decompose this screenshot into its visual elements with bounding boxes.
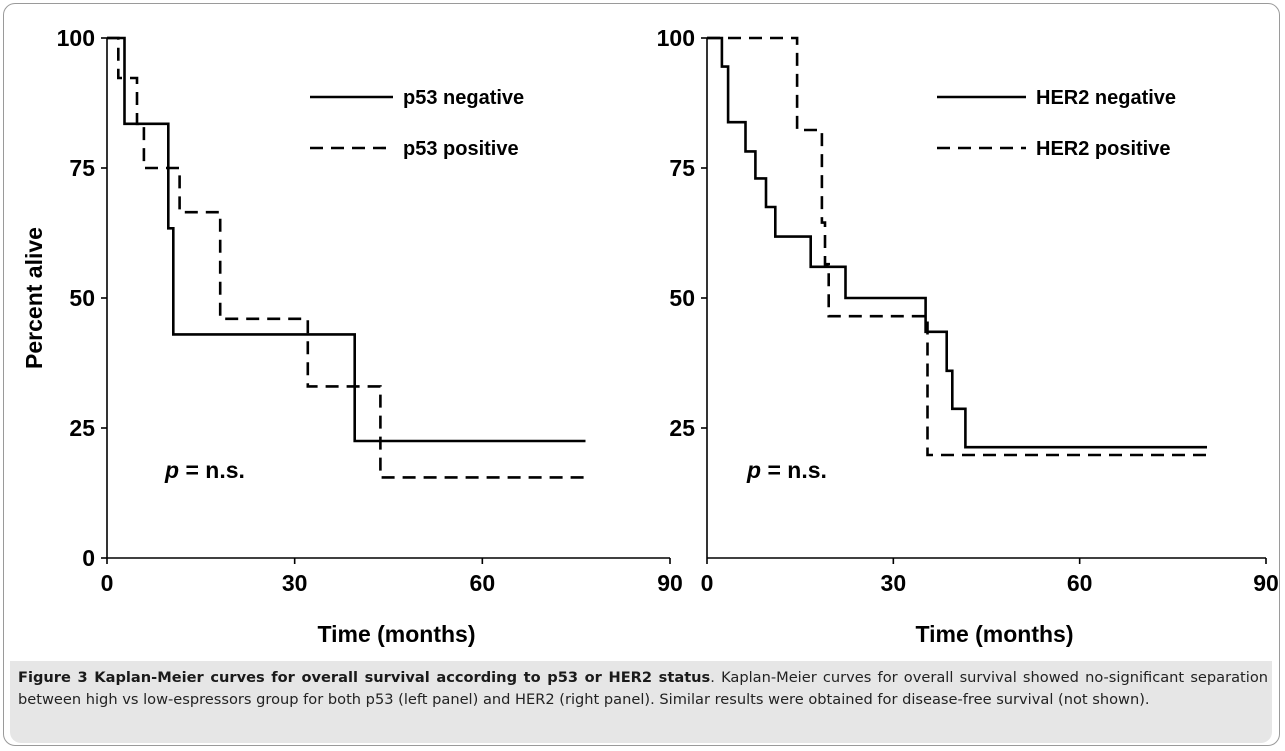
series-line-her2-negative [707, 36, 1207, 449]
y-tick-label: 75 [69, 155, 95, 181]
figure-svg: 0 25 50 75 100 0 30 60 90 Time (months) Percent al… [21, 25, 1279, 647]
caption-body: . Kaplan-Meier curves for overall surviv… [18, 669, 1269, 708]
figure-caption: Figure 3 Kaplan-Meier curves for overall… [18, 667, 1268, 711]
legend-label: p53 negative [403, 87, 524, 109]
caption-title: Figure 3 Kaplan-Meier curves for overall… [18, 669, 711, 686]
p-value-annotation: p = n.s. [746, 457, 827, 483]
x-tick-label: 30 [282, 570, 308, 596]
series-line-p53-negative [107, 36, 586, 443]
x-tick-label: 30 [881, 570, 907, 596]
y-tick-label: 75 [669, 155, 695, 181]
x-axis-title: Time (months) [915, 621, 1073, 647]
x-tick-label: 60 [470, 570, 496, 596]
right-panel: 25 50 75 100 0 30 60 90 Time (months) HER2 negati… [657, 25, 1279, 647]
y-tick-label: 25 [669, 415, 695, 441]
y-tick-label: 50 [669, 285, 695, 311]
y-tick-label: 50 [69, 285, 95, 311]
legend-label: HER2 negative [1036, 87, 1176, 109]
x-tick-label: 0 [701, 570, 714, 596]
p-value-annotation: p = n.s. [164, 457, 245, 483]
y-axis-title: Percent alive [21, 227, 47, 369]
x-tick-label: 0 [101, 570, 114, 596]
x-tick-label: 60 [1067, 570, 1093, 596]
x-axis-title: Time (months) [317, 621, 475, 647]
legend-label: HER2 positive [1036, 138, 1170, 160]
left-panel: 0 25 50 75 100 0 30 60 90 Time (months) Percent al… [21, 25, 683, 647]
x-tick-label: 90 [1253, 570, 1279, 596]
caption-box: Figure 3 Kaplan-Meier curves for overall… [10, 661, 1272, 743]
y-tick-label: 100 [57, 25, 95, 51]
figure-frame [3, 3, 1280, 746]
x-tick-label: 90 [657, 570, 683, 596]
y-tick-label: 0 [82, 545, 95, 571]
y-tick-label: 25 [69, 415, 95, 441]
series-line-her2-positive [707, 36, 1207, 457]
y-tick-label: 100 [657, 25, 695, 51]
legend-label: p53 positive [403, 138, 519, 160]
